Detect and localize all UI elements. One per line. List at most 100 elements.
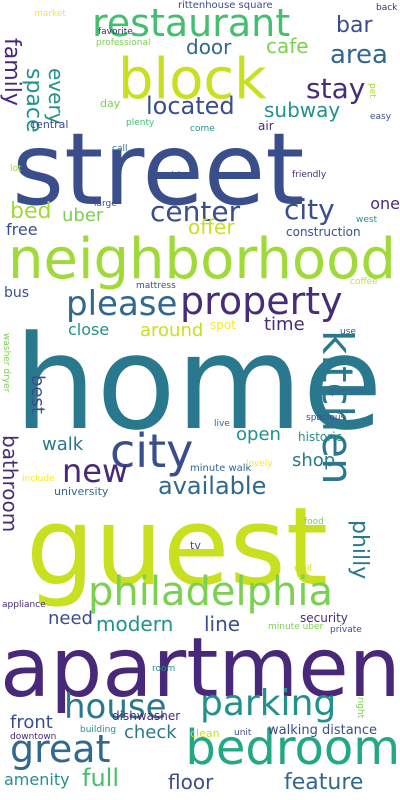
word-subway: subway	[264, 98, 341, 122]
word-room: room	[152, 664, 176, 674]
word-neighborhood: neighborhood	[8, 227, 396, 292]
word-philly: philly	[347, 520, 372, 580]
word-friendly: friendly	[292, 170, 327, 180]
word-around: around	[140, 320, 204, 341]
word-property: property	[180, 279, 343, 323]
word-walk: walk	[42, 434, 84, 455]
word-line: line	[204, 612, 241, 636]
word-call: call	[112, 144, 128, 154]
word-apartment: apartment	[0, 621, 400, 716]
word-spacious: spacious	[306, 413, 346, 423]
word-spot: spot	[210, 318, 236, 332]
word-favorite: favorite	[98, 27, 133, 37]
word-historic: historic	[298, 430, 343, 444]
word-downtown: downtown	[10, 732, 57, 742]
word-stay: stay	[306, 72, 366, 105]
word-located: located	[146, 92, 235, 120]
word-clean: clean	[190, 727, 220, 740]
word-philadelphia: philadelphia	[88, 569, 333, 615]
word-full: full	[82, 764, 119, 792]
word-private: private	[330, 625, 362, 635]
word-minute-walk: minute walk	[190, 463, 252, 474]
word-market: market	[34, 9, 66, 19]
word-street: street	[12, 111, 305, 228]
word-mattress: mattress	[136, 281, 176, 291]
word-guest: guest	[26, 485, 329, 610]
word-please: please	[66, 284, 178, 324]
word-uber: uber	[62, 205, 104, 226]
word-large: large	[94, 199, 117, 209]
word-modern: modern	[96, 612, 174, 636]
word-use: use	[340, 327, 356, 337]
word-every: every	[44, 68, 68, 125]
word-pet: pet	[367, 83, 377, 98]
word-coffee: coffee	[350, 277, 378, 287]
word-close: close	[68, 320, 110, 339]
word-open: open	[236, 424, 281, 445]
word-minute-uber: minute uber	[268, 622, 324, 632]
word-security: security	[300, 611, 348, 625]
word-building: building	[80, 725, 117, 735]
word-walking-distance: walking distance	[268, 723, 378, 738]
word-center: center	[150, 195, 241, 228]
word-right: right	[355, 697, 365, 719]
word-parking: parking	[200, 683, 337, 724]
word-live: live	[214, 419, 230, 429]
word-new: new	[62, 452, 129, 490]
word-lovely: lovely	[246, 459, 273, 469]
word-plenty: plenty	[126, 118, 155, 128]
word-city: city	[284, 193, 335, 226]
word-front: front	[10, 712, 53, 733]
word-appliance: appliance	[2, 600, 46, 610]
word-rittenhouse-square: rittenhouse square	[178, 0, 273, 11]
word-city: city	[110, 424, 194, 478]
word-shop: shop	[292, 450, 336, 471]
word-university: university	[54, 485, 109, 498]
word-door: door	[186, 35, 232, 59]
word-professional: professional	[96, 38, 151, 48]
word-need: need	[48, 608, 93, 629]
word-floor: floor	[168, 770, 214, 794]
word-well: well	[294, 564, 312, 574]
word-one: one	[370, 194, 400, 213]
word-lot: lot	[10, 164, 22, 174]
word-best: best	[27, 375, 48, 414]
word-bus: bus	[4, 285, 30, 301]
word-back: back	[376, 3, 398, 13]
word-area: area	[330, 40, 388, 70]
word-easy: easy	[370, 112, 392, 122]
word-free: free	[6, 220, 38, 239]
word-bed: bed	[10, 199, 52, 224]
word-cafe: cafe	[266, 34, 309, 58]
word-unit: unit	[234, 728, 252, 738]
word-available: available	[158, 472, 267, 500]
word-food: food	[304, 517, 324, 527]
word-dishwasher: dishwasher	[112, 709, 181, 723]
word-include: include	[22, 474, 55, 484]
word-great: great	[10, 727, 111, 771]
word-question: question	[328, 387, 367, 397]
word-bar: bar	[336, 13, 373, 38]
word-tv: tv	[190, 539, 201, 552]
word-bathroom: bathroom	[0, 435, 22, 533]
word-construction: construction	[286, 225, 361, 239]
word-air: air	[258, 119, 274, 133]
word-offer: offer	[188, 215, 235, 239]
word-house: house	[64, 687, 167, 727]
word-come: come	[190, 124, 215, 134]
word-feature: feature	[284, 770, 364, 795]
word-family: family	[0, 38, 24, 106]
word-check: check	[124, 722, 177, 743]
word-day: day	[100, 97, 121, 110]
word-bedroom: bedroom	[185, 720, 400, 776]
word-west: west	[356, 215, 378, 225]
word-time: time	[264, 314, 305, 335]
word-central: central	[30, 118, 69, 131]
word-restaurant: restaurant	[92, 1, 291, 45]
word-amenity: amenity	[4, 770, 70, 789]
word-airbnb: airbnb	[166, 171, 195, 181]
word-washer-dryer: washer dryer	[1, 333, 11, 393]
word-block: block	[118, 47, 267, 112]
word-home: home	[14, 307, 383, 459]
